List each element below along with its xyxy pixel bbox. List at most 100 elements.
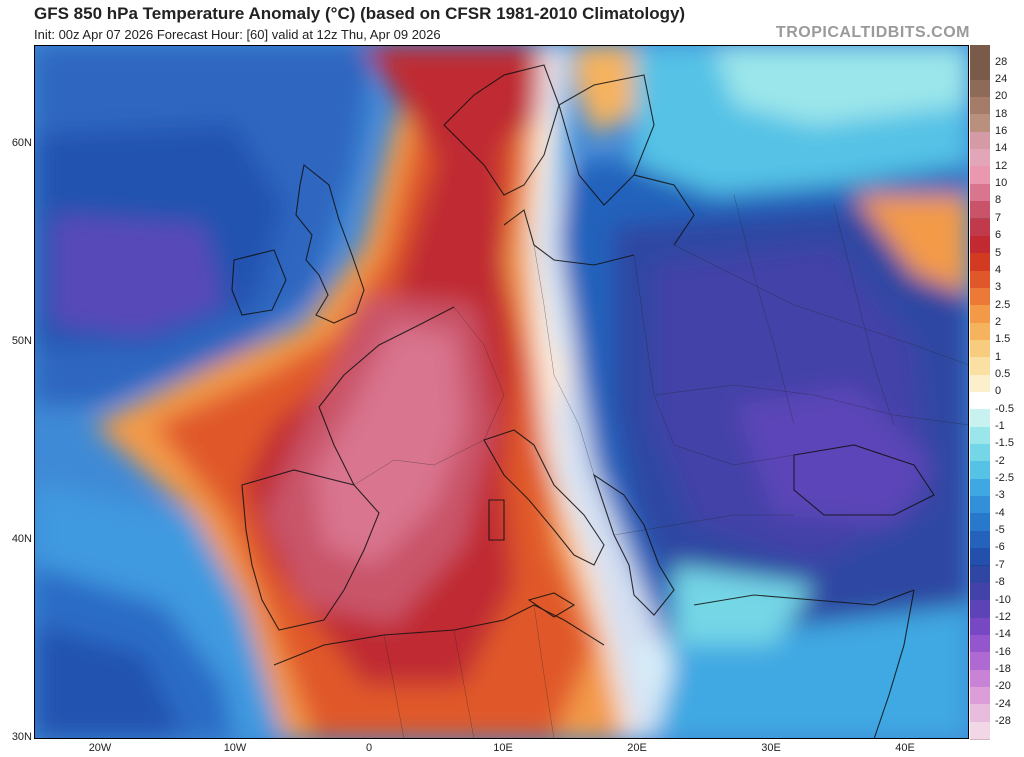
colorbar-label: -24 (995, 697, 1011, 710)
colorbar-cap (970, 45, 990, 64)
colorbar-swatch (970, 530, 990, 550)
colorbar-swatch (970, 235, 990, 255)
colorbar-swatch (970, 183, 990, 203)
colorbar-swatch (970, 114, 990, 133)
colorbar-swatch (970, 270, 990, 289)
colorbar-label: -12 (995, 610, 1011, 623)
colorbar-label: -16 (995, 645, 1011, 658)
colorbar-label: 18 (995, 107, 1008, 120)
map-subtitle: Init: 00z Apr 07 2026 Forecast Hour: [60… (34, 27, 441, 42)
colorbar-label: -7 (995, 558, 1005, 571)
lon-label-20e: 20E (627, 742, 647, 754)
colorbar-swatch (970, 409, 990, 428)
colorbar-swatch (970, 461, 990, 480)
lat-label-40n: 40N (11, 533, 32, 545)
colorbar-swatch (970, 253, 990, 272)
lon-label-20w: 20W (88, 742, 112, 754)
colorbar-swatch (970, 634, 990, 654)
colorbar-swatch (970, 426, 990, 446)
lon-label-40e: 40E (895, 742, 915, 754)
colorbar-label: 24 (995, 73, 1008, 86)
colorbar-swatch (970, 513, 990, 532)
anomaly-map (34, 45, 969, 739)
colorbar-swatch (970, 392, 990, 411)
colorbar-entry: -1.5 (970, 437, 1024, 463)
colorbar-label: 8 (995, 194, 1002, 207)
anomaly-field (34, 45, 969, 739)
lat-label-30n: 30N (11, 731, 32, 743)
lon-label-10e: 10E (493, 742, 513, 754)
colorbar-label: -5 (995, 524, 1005, 537)
colorbar-label: -1.5 (995, 437, 1014, 450)
colorbar-swatch (970, 721, 990, 740)
colorbar-label: 5 (995, 246, 1002, 259)
colorbar-label: 12 (995, 159, 1008, 172)
colorbar-label: 14 (995, 142, 1008, 155)
colorbar-label: 6 (995, 229, 1002, 242)
colorbar-swatch (970, 339, 990, 359)
colorbar-swatch (970, 357, 990, 376)
colorbar-entry: -2.5 (970, 472, 1024, 498)
lat-label-60n: 60N (11, 137, 32, 149)
colorbar-swatch (970, 686, 990, 706)
colorbar-swatch (970, 565, 990, 584)
colorbar-swatch (970, 669, 990, 688)
colorbar-label: 10 (995, 177, 1008, 190)
colorbar-label: -4 (995, 506, 1005, 519)
colorbar-swatch (970, 287, 990, 307)
colorbar-label: -20 (995, 680, 1011, 693)
colorbar-label: 0 (995, 385, 1002, 398)
colorbar-swatch (970, 305, 990, 324)
map-title: GFS 850 hPa Temperature Anomaly (°C) (ba… (34, 4, 686, 23)
colorbar-label: 1 (995, 350, 1002, 363)
colorbar-label: 1.5 (995, 333, 1011, 346)
colorbar-label: -18 (995, 662, 1011, 675)
colorbar-label: 0.5 (995, 367, 1011, 380)
colorbar-label: -2 (995, 454, 1005, 467)
colorbar-swatch (970, 652, 990, 671)
colorbar-entry: -0.5 (970, 403, 1024, 428)
colorbar-swatch (970, 478, 990, 498)
colorbar-label: -6 (995, 541, 1005, 554)
colorbar-swatch (970, 79, 990, 99)
colorbar-label: -0.5 (995, 402, 1014, 415)
colorbar-swatch (970, 166, 990, 185)
colorbar-label: -2.5 (995, 472, 1014, 485)
colorbar-swatch (970, 322, 990, 341)
colorbar-label: -14 (995, 628, 1011, 641)
colorbar-label: -10 (995, 593, 1011, 606)
colorbar-label: 2.5 (995, 298, 1011, 311)
colorbar-swatch (970, 617, 990, 636)
colorbar-swatch (970, 149, 990, 168)
colorbar-swatch (970, 218, 990, 237)
colorbar-swatch (970, 374, 990, 393)
colorbar-swatch (970, 704, 990, 723)
colorbar-label: 4 (995, 263, 1002, 276)
colorbar-swatch (970, 444, 990, 463)
colorbar-label: 2 (995, 315, 1002, 328)
colorbar-swatch (970, 548, 990, 567)
colorbar-swatch (970, 131, 990, 151)
colorbar-entry: -20 (970, 680, 1024, 706)
colorbar-entry: -10 (970, 594, 1024, 619)
colorbar-label: 7 (995, 211, 1002, 224)
colorbar-label: -8 (995, 576, 1005, 589)
lat-label-50n: 50N (11, 335, 32, 347)
brand-watermark: TROPICALTIDBITS.COM (775, 24, 970, 41)
colorbar-swatch (970, 600, 990, 619)
colorbar-entry: 0.5 (970, 368, 1024, 393)
colorbar-entry: 10 (970, 177, 1024, 203)
colorbar-entry: 18 (970, 108, 1024, 133)
colorbar-entry: -12 (970, 611, 1024, 636)
lon-label-10w: 10W (223, 742, 247, 754)
colorbar-label: -3 (995, 489, 1005, 502)
colorbar-swatch (970, 582, 990, 602)
colorbar-legend: 28 24 20 18 16 14 12 10 8 7 6 5 4 3 2.5 2 1.5 1 0.5 0 -0.5 -1… (970, 45, 1024, 740)
colorbar-swatch (970, 201, 990, 220)
lon-label-0: 0 (365, 742, 373, 754)
colorbar-swatch (970, 62, 990, 81)
lon-label-30e: 30E (761, 742, 781, 754)
colorbar-entry: -28 (970, 715, 1024, 740)
colorbar-label: -28 (995, 714, 1011, 727)
colorbar-label: 28 (995, 55, 1008, 68)
